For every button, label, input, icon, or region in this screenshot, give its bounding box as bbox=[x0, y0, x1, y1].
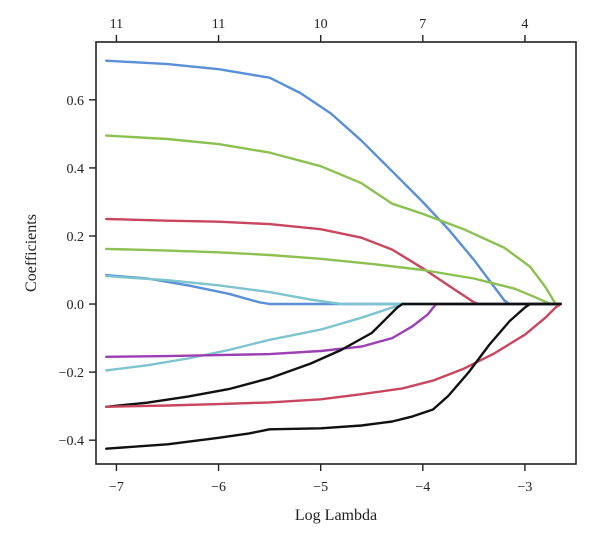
y-axis-title: Coefficients bbox=[23, 214, 40, 292]
series-line-9 bbox=[105, 302, 562, 408]
y-tick-label: 0.6 bbox=[67, 94, 85, 109]
x-tick-label: −5 bbox=[313, 480, 328, 495]
x-axis-title: Log Lambda bbox=[295, 507, 377, 524]
series-line-2 bbox=[105, 134, 562, 306]
y-axis: −0.4 −0.2 0.0 0.2 0.4 0.6 bbox=[59, 94, 96, 449]
series-line-10 bbox=[105, 302, 562, 408]
series-line-5 bbox=[105, 273, 562, 306]
top-tick-label: 7 bbox=[419, 17, 426, 32]
y-tick-label: 0.2 bbox=[67, 230, 85, 245]
series-line-7 bbox=[105, 302, 562, 372]
series-lines bbox=[105, 59, 562, 450]
y-tick-label: −0.2 bbox=[59, 366, 84, 381]
x-tick-label: −4 bbox=[415, 480, 430, 495]
series-line-8 bbox=[105, 302, 562, 358]
y-tick-label: 0.0 bbox=[67, 298, 85, 313]
top-axis: 11 11 10 7 4 bbox=[110, 17, 528, 42]
series-line-11 bbox=[105, 302, 562, 450]
top-tick-label: 4 bbox=[521, 17, 528, 32]
x-tick-label: −3 bbox=[517, 480, 532, 495]
y-tick-label: 0.4 bbox=[67, 162, 85, 177]
series-line-4 bbox=[105, 247, 562, 306]
plot-frame bbox=[95, 41, 577, 465]
x-tick-label: −7 bbox=[109, 480, 124, 495]
series-line-1 bbox=[105, 59, 562, 306]
top-tick-label: 11 bbox=[110, 17, 123, 32]
y-tick-label: −0.4 bbox=[59, 434, 84, 449]
top-tick-label: 11 bbox=[212, 17, 225, 32]
series-line-3 bbox=[105, 217, 562, 306]
x-tick-label: −6 bbox=[211, 480, 226, 495]
x-axis: −7 −6 −5 −4 −3 bbox=[109, 464, 532, 495]
top-tick-label: 10 bbox=[314, 17, 328, 32]
series-line-6 bbox=[105, 274, 562, 306]
